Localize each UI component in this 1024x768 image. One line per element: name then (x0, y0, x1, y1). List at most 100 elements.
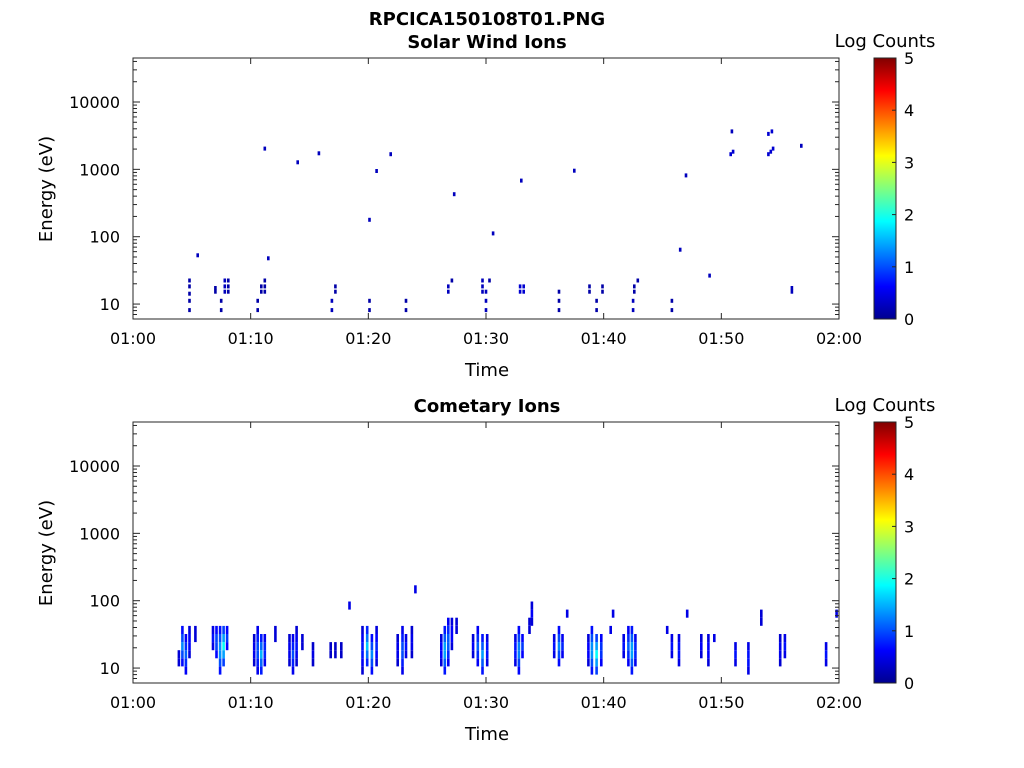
heatmap-cell (188, 642, 191, 651)
heatmap-cell (188, 625, 191, 634)
heatmap-cell (521, 634, 524, 643)
heatmap-cell (518, 289, 522, 294)
heatmap-cell (361, 625, 364, 634)
heatmap-cell (557, 289, 561, 294)
heatmap-cell (227, 284, 230, 289)
heatmap-cell (215, 634, 218, 643)
heatmap-cell (631, 308, 635, 313)
heatmap-cell (677, 658, 681, 667)
y-tick-label: 1000 (79, 160, 120, 179)
panel-title: Cometary Ions (414, 396, 561, 417)
heatmap-cell (274, 625, 277, 634)
heatmap-cell (181, 634, 184, 643)
heatmap-cell (365, 625, 369, 634)
heatmap-cell (627, 658, 630, 667)
heatmap-cell (188, 278, 191, 283)
heatmap-cell (375, 650, 378, 659)
heatmap-cell (450, 617, 454, 626)
heatmap-cell (223, 289, 227, 294)
heatmap-cell (260, 658, 263, 667)
heatmap-cell (677, 642, 681, 651)
heatmap-cell (188, 650, 191, 659)
heatmap-cell (713, 634, 716, 643)
heatmap-cell (225, 634, 229, 643)
heatmap-cell (260, 642, 263, 651)
heatmap-cell (488, 278, 491, 283)
heatmap-cell (520, 178, 523, 183)
heatmap-cell (530, 601, 534, 610)
heatmap-cell (595, 658, 598, 667)
heatmap-cell (334, 284, 337, 289)
x-tick-label: 01:30 (463, 693, 509, 712)
heatmap-cells (177, 585, 838, 675)
heatmap-cell (404, 298, 408, 303)
heatmap-cell (291, 634, 295, 643)
heatmap-cell (485, 658, 489, 667)
heatmap-cell (443, 666, 447, 675)
heatmap-cell (396, 642, 399, 651)
colorbar-tick-label: 5 (904, 49, 914, 68)
heatmap-cell (530, 617, 534, 626)
heatmap-cell (222, 658, 225, 667)
solar-wind-panel: Solar Wind Ions 01:00 01:10 01:20 01:30 01:4… (36, 31, 935, 381)
heatmap-cell (443, 650, 447, 659)
heatmap-cell (557, 308, 561, 313)
heatmap-cell (288, 642, 291, 651)
heatmap-cell (334, 289, 337, 294)
heatmap-cell (730, 129, 734, 134)
heatmap-cell (214, 289, 217, 294)
heatmap-cell (340, 650, 343, 659)
heatmap-cell (401, 634, 404, 643)
heatmap-cell (219, 298, 223, 303)
heatmap-cell (471, 634, 475, 643)
heatmap-cell (447, 658, 450, 667)
heatmap-cell (601, 284, 604, 289)
heatmap-cell (767, 152, 770, 157)
x-tick-label: 01:20 (345, 693, 391, 712)
heatmap-cell (370, 666, 374, 675)
heatmap-cell (375, 634, 378, 643)
heatmap-cell (670, 308, 674, 313)
heatmap-cell (557, 642, 561, 651)
heatmap-cell (218, 666, 222, 675)
heatmap-cell (184, 650, 188, 659)
heatmap-cell (634, 658, 637, 667)
heatmap-cell (440, 658, 443, 667)
heatmap-cell (447, 617, 450, 626)
heatmap-cell (291, 658, 295, 667)
heatmap-cell (218, 625, 222, 634)
heatmap-cell (291, 650, 295, 659)
heatmap-cell (557, 634, 561, 643)
heatmap-cell (252, 658, 256, 667)
x-tick-label: 01:00 (110, 329, 156, 348)
heatmap-cell (729, 152, 732, 157)
heatmap-cell (263, 658, 267, 667)
y-tick-label: 100 (89, 228, 120, 247)
x-tick-label: 01:50 (698, 329, 744, 348)
heatmap-cell (595, 634, 598, 643)
heatmap-cell (627, 650, 630, 659)
heatmap-cell (389, 152, 392, 157)
heatmap-cell (595, 642, 598, 651)
heatmap-cell (218, 658, 222, 667)
heatmap-cell (471, 642, 475, 651)
heatmap-cell (263, 284, 267, 289)
x-tick-label: 01:20 (345, 329, 391, 348)
heatmap-cell (552, 650, 556, 659)
heatmap-cell (223, 284, 227, 289)
heatmap-cell (401, 625, 404, 634)
heatmap-cell (311, 658, 315, 667)
heatmap-cell (443, 634, 447, 643)
heatmap-cell (455, 617, 458, 626)
heatmap-cell (370, 642, 374, 651)
heatmap-cell (194, 625, 197, 634)
heatmap-cell (590, 642, 594, 651)
heatmap-cell (365, 642, 369, 651)
heatmap-cell (485, 650, 489, 659)
heatmap-cell (188, 308, 191, 313)
heatmap-cell (222, 650, 225, 659)
heatmap-cell (450, 625, 454, 634)
heatmap-cell (365, 650, 369, 659)
heatmap-cell (783, 634, 787, 643)
heatmap-cell (263, 146, 267, 151)
